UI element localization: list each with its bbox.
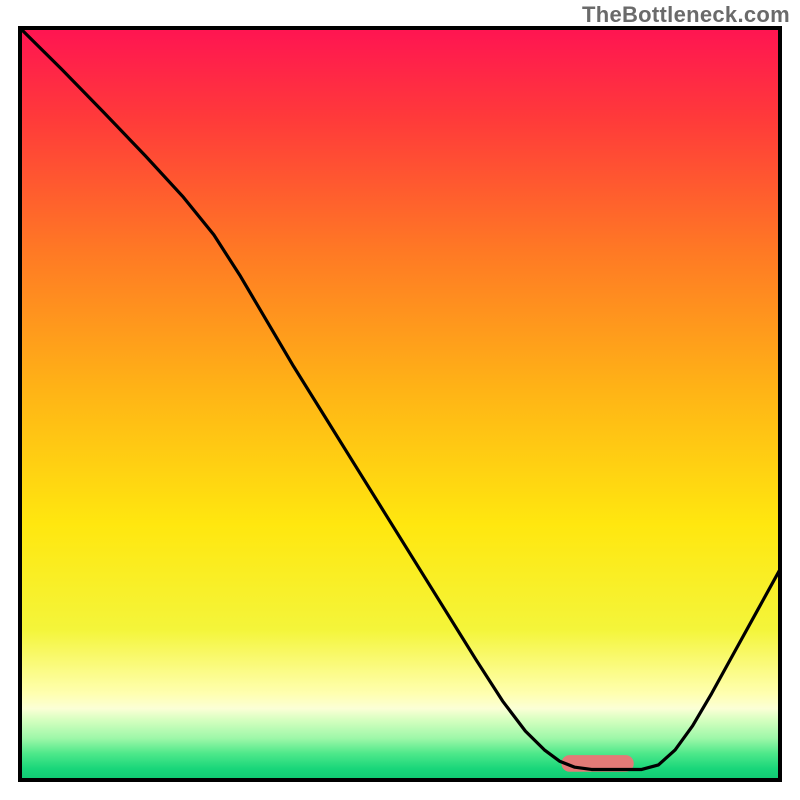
plot-area xyxy=(20,28,780,780)
bottleneck-chart: TheBottleneck.com xyxy=(0,0,800,800)
gradient-background xyxy=(20,28,780,780)
watermark-text: TheBottleneck.com xyxy=(582,2,790,28)
chart-svg xyxy=(0,0,800,800)
